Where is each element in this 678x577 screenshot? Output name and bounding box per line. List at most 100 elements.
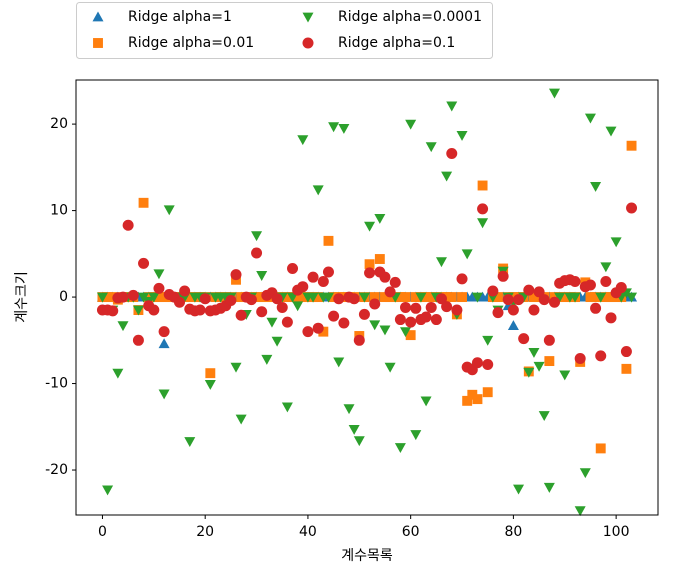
point <box>507 304 519 316</box>
point <box>482 359 494 371</box>
point <box>487 285 499 297</box>
point <box>389 276 401 288</box>
point <box>543 482 555 493</box>
point <box>271 336 283 347</box>
point <box>348 424 360 435</box>
point <box>251 292 262 303</box>
point <box>102 485 114 496</box>
point <box>451 304 463 316</box>
point <box>256 271 268 281</box>
point <box>338 124 350 134</box>
point <box>605 312 617 324</box>
point <box>148 304 160 316</box>
point <box>369 292 380 303</box>
point <box>477 203 489 215</box>
point <box>620 346 632 358</box>
point <box>184 437 196 447</box>
point <box>574 506 586 517</box>
point <box>606 292 616 303</box>
legend-marker <box>302 37 314 49</box>
point <box>333 293 345 305</box>
point <box>364 221 376 232</box>
point <box>369 320 381 331</box>
plot-frame <box>75 79 659 516</box>
point <box>276 301 288 313</box>
point <box>559 292 570 303</box>
legend-box <box>76 2 493 59</box>
point <box>507 320 519 331</box>
point <box>502 294 514 306</box>
point <box>323 235 334 246</box>
point <box>405 316 417 328</box>
point <box>318 326 329 337</box>
point <box>235 414 247 425</box>
point <box>533 286 545 298</box>
point <box>477 218 489 229</box>
point <box>179 285 191 297</box>
point <box>626 292 638 303</box>
point <box>174 296 186 308</box>
point <box>548 296 560 308</box>
point <box>322 266 334 278</box>
point <box>441 171 453 182</box>
point <box>132 305 144 316</box>
point <box>590 181 602 192</box>
point <box>600 262 612 273</box>
point <box>312 322 324 334</box>
point <box>426 292 437 303</box>
point <box>425 301 437 313</box>
point <box>184 292 195 303</box>
point <box>333 357 345 368</box>
point <box>569 276 581 288</box>
point <box>199 293 211 305</box>
point <box>281 316 293 328</box>
point <box>441 301 453 313</box>
point <box>394 314 406 326</box>
point <box>462 395 473 406</box>
point <box>117 291 129 303</box>
point <box>493 292 503 303</box>
point <box>482 335 494 346</box>
point <box>584 279 596 291</box>
point <box>322 292 334 303</box>
point <box>112 368 124 379</box>
point <box>394 443 406 454</box>
point <box>96 292 108 303</box>
point <box>425 142 437 153</box>
point <box>569 292 581 303</box>
point <box>435 257 447 268</box>
point <box>374 213 386 224</box>
point <box>153 269 165 280</box>
point <box>585 292 596 303</box>
point <box>538 294 550 306</box>
point <box>610 237 622 248</box>
point <box>353 334 365 346</box>
x-tick-label: 40 <box>299 524 317 540</box>
point <box>158 338 170 349</box>
point <box>271 293 283 305</box>
point <box>600 276 612 288</box>
point <box>446 101 458 112</box>
point <box>446 148 458 160</box>
point <box>523 284 535 296</box>
x-tick-label: 20 <box>196 524 214 540</box>
point <box>544 356 555 367</box>
point <box>287 263 299 275</box>
point <box>405 330 416 341</box>
point <box>446 292 457 303</box>
point <box>127 289 139 301</box>
point <box>379 325 391 336</box>
point <box>548 88 560 99</box>
point <box>343 404 355 415</box>
point <box>358 292 370 303</box>
point <box>369 298 381 310</box>
point <box>117 321 129 332</box>
point <box>595 292 607 303</box>
point <box>518 333 530 345</box>
y-tick-label: 10 <box>50 203 68 219</box>
point <box>626 202 638 214</box>
point <box>225 295 237 307</box>
point <box>292 292 303 303</box>
y-tick-label: -20 <box>45 462 68 478</box>
x-tick-label: 80 <box>504 524 522 540</box>
